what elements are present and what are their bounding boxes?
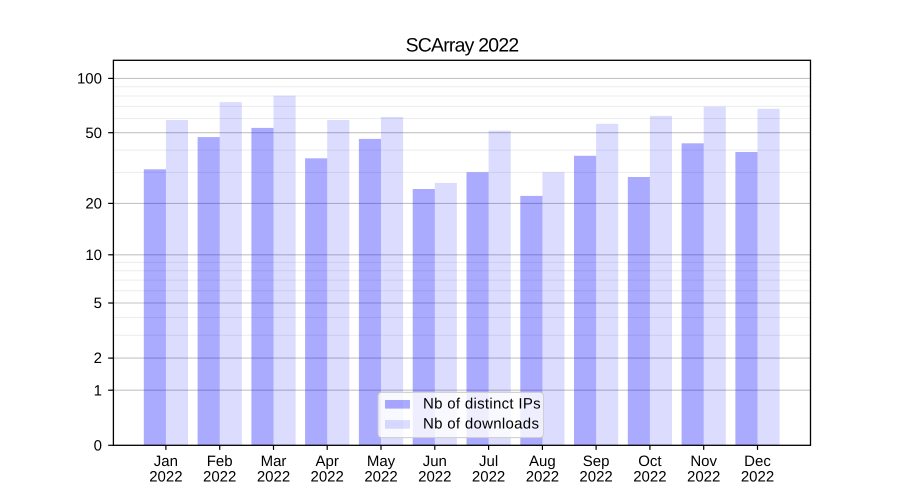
svg-text:2022: 2022 xyxy=(418,469,451,486)
svg-text:0: 0 xyxy=(94,437,102,454)
svg-text:Jan: Jan xyxy=(154,453,178,470)
svg-text:2022: 2022 xyxy=(526,469,559,486)
svg-text:2022: 2022 xyxy=(311,469,344,486)
svg-text:Jun: Jun xyxy=(423,453,447,470)
svg-text:2022: 2022 xyxy=(472,469,505,486)
svg-text:Oct: Oct xyxy=(638,453,662,470)
svg-text:2022: 2022 xyxy=(741,469,774,486)
svg-text:2: 2 xyxy=(94,350,102,367)
svg-text:Nov: Nov xyxy=(690,453,717,470)
svg-text:Dec: Dec xyxy=(744,453,771,470)
svg-text:May: May xyxy=(367,453,396,470)
svg-text:Aug: Aug xyxy=(529,453,556,470)
svg-text:Sep: Sep xyxy=(583,453,610,470)
svg-text:SCArray 2022: SCArray 2022 xyxy=(406,35,519,57)
svg-text:5: 5 xyxy=(94,295,102,312)
svg-text:Mar: Mar xyxy=(261,453,287,470)
svg-text:Feb: Feb xyxy=(207,453,233,470)
svg-text:2022: 2022 xyxy=(203,469,236,486)
svg-text:Jul: Jul xyxy=(479,453,498,470)
svg-text:50: 50 xyxy=(85,125,102,142)
svg-text:2022: 2022 xyxy=(633,469,666,486)
svg-text:10: 10 xyxy=(85,247,102,264)
svg-text:1: 1 xyxy=(94,382,102,399)
svg-text:2022: 2022 xyxy=(257,469,290,486)
svg-text:2022: 2022 xyxy=(149,469,182,486)
svg-text:2022: 2022 xyxy=(579,469,612,486)
svg-text:100: 100 xyxy=(77,71,102,88)
svg-text:Apr: Apr xyxy=(316,453,339,470)
svg-text:Nb of distinct IPs: Nb of distinct IPs xyxy=(423,395,541,412)
svg-text:2022: 2022 xyxy=(364,469,397,486)
svg-text:20: 20 xyxy=(85,196,102,213)
svg-text:Nb of downloads: Nb of downloads xyxy=(423,416,539,433)
svg-text:2022: 2022 xyxy=(687,469,720,486)
